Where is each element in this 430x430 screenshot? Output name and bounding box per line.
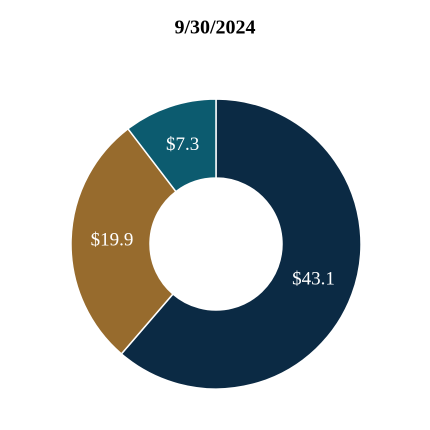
donut-slice	[120, 98, 362, 390]
donut-slice	[70, 127, 177, 355]
donut-slice	[126, 98, 217, 193]
data-label: $19.9	[91, 229, 134, 250]
data-label: $43.1	[292, 269, 335, 290]
data-label: $7.3	[166, 134, 199, 155]
chart-title: 9/30/2024	[174, 17, 255, 39]
